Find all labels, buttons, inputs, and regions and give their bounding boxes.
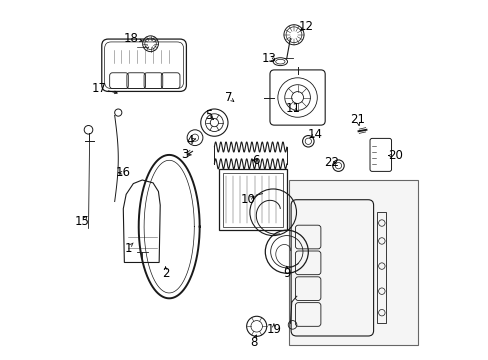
Text: 15: 15 [75,215,90,228]
Bar [223,173,283,226]
Text: 13: 13 [262,51,277,64]
Text: 21: 21 [349,113,365,126]
Text: 22: 22 [324,156,339,169]
Bar [289,180,418,345]
Text: 14: 14 [307,127,323,141]
Text: 3: 3 [181,148,189,161]
Text: 8: 8 [249,336,257,348]
Text: 7: 7 [224,91,232,104]
Text: 19: 19 [266,323,281,336]
Text: 5: 5 [204,109,212,122]
Text: 2: 2 [162,267,169,280]
Bar [219,169,286,230]
Text: 9: 9 [283,267,290,280]
Text: 20: 20 [387,149,402,162]
Text: 11: 11 [285,102,300,115]
Text: 18: 18 [124,32,139,45]
Text: 10: 10 [240,193,255,206]
Text: 17: 17 [92,82,106,95]
Text: 16: 16 [116,166,131,179]
Text: 6: 6 [252,154,259,167]
Text: 4: 4 [186,134,193,147]
Bar [376,212,386,323]
Text: 1: 1 [124,242,131,255]
Text: 12: 12 [298,20,313,33]
